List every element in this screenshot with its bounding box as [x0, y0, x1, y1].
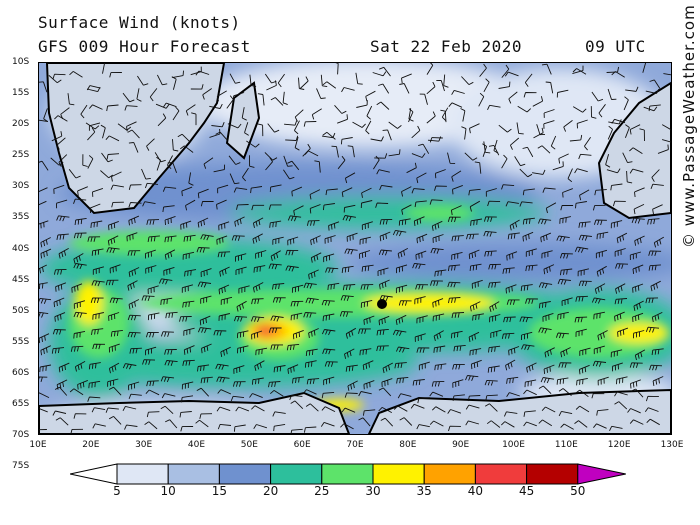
longitude-label: 70E: [346, 440, 364, 450]
longitude-label: 120E: [607, 440, 631, 450]
longitude-label: 110E: [554, 440, 578, 450]
latitude-label: 35S: [12, 212, 30, 223]
latitude-label: 40S: [12, 243, 30, 254]
longitude-label: 80E: [399, 440, 417, 450]
legend-swatch: [69, 463, 118, 485]
wind-barbs: [39, 63, 671, 434]
longitude-label: 90E: [452, 440, 470, 450]
longitude-label: 60E: [293, 440, 311, 450]
legend-swatch: [321, 463, 374, 485]
latitude-label: 70S: [12, 430, 30, 440]
legend-tick-label: 5: [113, 484, 121, 498]
longitude-label: 100E: [502, 440, 525, 450]
latitude-label: 65S: [12, 398, 30, 409]
legend-swatch: [270, 463, 323, 485]
map-title: Surface Wind (knots): [38, 13, 241, 32]
latitude-label: 30S: [12, 181, 30, 192]
legend-swatch: [423, 463, 476, 485]
legend-swatch: [577, 463, 626, 485]
legend-tick-label: 10: [160, 484, 176, 498]
legend-tick-label: 30: [365, 484, 381, 498]
latitude-label: 55S: [12, 336, 30, 347]
legend-tick-label: 20: [262, 484, 279, 498]
longitude-label: 130E: [660, 440, 684, 450]
legend-swatch: [526, 463, 579, 485]
latitude-label: 25S: [12, 150, 30, 161]
latitude-label: 60S: [12, 367, 30, 378]
island-marker: [377, 299, 387, 309]
latitude-label: 10S: [12, 57, 30, 67]
legend-swatch: [116, 463, 169, 485]
legend-tick-label: 45: [518, 484, 535, 498]
color-scale-legend: [69, 463, 630, 485]
wind-map[interactable]: [38, 62, 672, 435]
latitude-label: 50S: [12, 305, 30, 316]
longitude-label: 10E: [29, 440, 47, 450]
latitude-label: 45S: [12, 274, 30, 285]
legend-tick-label: 40: [467, 484, 484, 498]
legend-swatch: [372, 463, 425, 485]
legend-swatch: [167, 463, 220, 485]
legend-tick-label: 50: [570, 484, 586, 498]
forecast-date: Sat 22 Feb 2020: [370, 37, 522, 56]
longitude-label: 40E: [187, 440, 206, 450]
legend-tick-label: 35: [416, 484, 432, 498]
legend-swatch: [474, 463, 528, 485]
forecast-time: 09 UTC: [585, 37, 646, 56]
legend-tick-label: 25: [314, 484, 330, 498]
latitude-label: 15S: [12, 88, 30, 99]
legend-tick-label: 15: [211, 484, 228, 498]
longitude-label: 20E: [82, 440, 100, 450]
latitude-label: 75S: [12, 461, 30, 472]
forecast-label: GFS 009 Hour Forecast: [38, 37, 251, 56]
longitude-label: 50E: [240, 440, 258, 450]
longitude-label: 30E: [135, 440, 153, 450]
legend-swatch: [218, 463, 272, 485]
latitude-label: 20S: [12, 119, 30, 130]
